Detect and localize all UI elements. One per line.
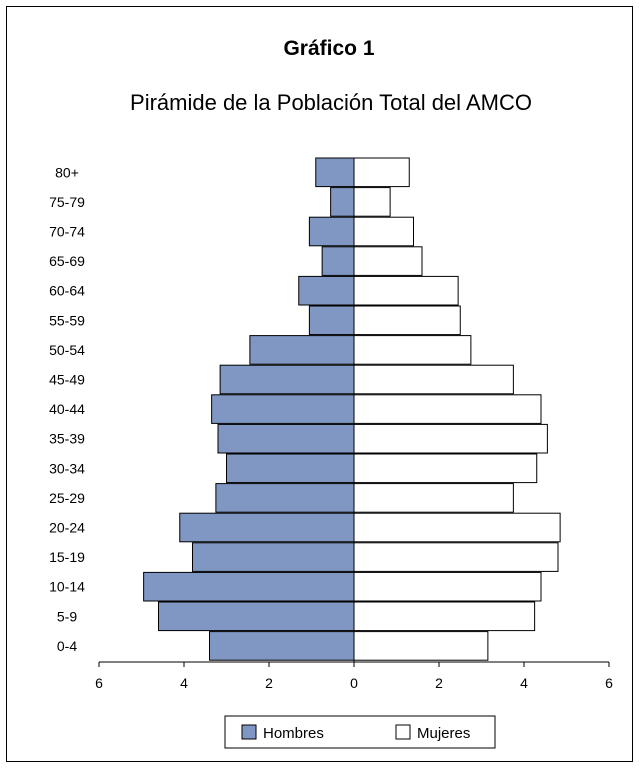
bar-mujeres-60-64: [353, 275, 459, 306]
legend: Hombres Mujeres: [224, 715, 496, 749]
legend-label-mujeres: Mujeres: [417, 725, 470, 742]
bar-mujeres-75-79: [353, 187, 391, 217]
y-tick-labels: 80+ 75-79 70-74 65-69 60-64 55-59 50-54 45-49 40…: [49, 164, 85, 654]
y-tick-label: 30-34: [49, 460, 85, 476]
y-tick-label: 50-54: [49, 342, 85, 358]
bar-mujeres-70-74: [353, 216, 414, 247]
bar-mujeres-15-19: [353, 542, 559, 572]
bar-hombres-40-44: [211, 394, 355, 424]
bar-mujeres-0-4: [353, 631, 489, 661]
x-tick-label: 6: [95, 675, 103, 691]
y-tick-label: 20-24: [49, 520, 85, 536]
x-tick-label: 4: [180, 675, 188, 691]
bar-hombres-75-79: [330, 187, 355, 217]
bar-hombres-5-9: [158, 601, 355, 632]
bar-hombres-25-29: [215, 483, 355, 513]
bar-mujeres-80plus: [353, 157, 410, 188]
y-tick-label: 0-4: [57, 638, 77, 654]
bar-hombres-15-19: [192, 542, 355, 572]
bar-mujeres-5-9: [353, 601, 536, 632]
legend-box: [224, 715, 496, 749]
bar-mujeres-25-29: [353, 483, 514, 513]
x-tick-label: 2: [265, 675, 273, 691]
bar-hombres-20-24: [179, 512, 355, 543]
bar-hombres-80plus: [315, 157, 355, 188]
y-tick-label: 55-59: [49, 312, 85, 328]
bar-mujeres-40-44: [353, 394, 542, 424]
bars-group: [143, 157, 561, 662]
bar-mujeres-10-14: [353, 571, 542, 602]
y-tick-label: 65-69: [49, 253, 85, 269]
bar-hombres-30-34: [226, 453, 355, 484]
chart-title: Gráfico 1: [283, 37, 374, 60]
legend-swatch-hombres: [241, 724, 257, 740]
bar-mujeres-45-49: [353, 364, 514, 395]
bar-hombres-65-69: [321, 246, 355, 276]
bar-hombres-45-49: [219, 364, 355, 395]
bar-mujeres-35-39: [353, 423, 548, 454]
x-tick-label: 0: [350, 675, 358, 691]
y-tick-label: 75-79: [49, 194, 85, 210]
x-tick-label: 2: [435, 675, 443, 691]
bar-hombres-0-4: [209, 631, 355, 661]
bar-hombres-10-14: [143, 571, 355, 602]
bar-hombres-50-54: [249, 335, 355, 365]
y-tick-label: 15-19: [49, 549, 85, 565]
bar-mujeres-20-24: [353, 512, 561, 543]
y-tick-label: 80+: [55, 164, 79, 180]
x-tick-label: 4: [520, 675, 528, 691]
y-tick-label: 40-44: [49, 401, 85, 417]
bar-mujeres-50-54: [353, 335, 472, 365]
bar-mujeres-55-59: [353, 305, 461, 336]
bar-hombres-70-74: [308, 216, 355, 247]
y-tick-label: 45-49: [49, 372, 85, 388]
legend-label-hombres: Hombres: [263, 725, 324, 742]
x-axis: 6 4 2 0 2 4 6: [95, 661, 613, 691]
y-tick-label: 25-29: [49, 490, 85, 506]
y-tick-label: 60-64: [49, 283, 85, 299]
chart-subtitle: Pirámide de la Población Total del AMCO: [130, 90, 532, 115]
bar-hombres-60-64: [298, 275, 355, 306]
x-tick-label: 6: [605, 675, 613, 691]
bar-mujeres-65-69: [353, 246, 423, 276]
bar-mujeres-30-34: [353, 453, 538, 484]
bar-hombres-35-39: [217, 423, 355, 454]
bar-hombres-55-59: [308, 305, 355, 336]
y-tick-label: 5-9: [57, 608, 77, 624]
y-tick-label: 70-74: [49, 224, 85, 240]
y-tick-label: 35-39: [49, 431, 85, 447]
y-tick-label: 10-14: [49, 579, 85, 595]
legend-swatch-mujeres: [395, 724, 411, 740]
